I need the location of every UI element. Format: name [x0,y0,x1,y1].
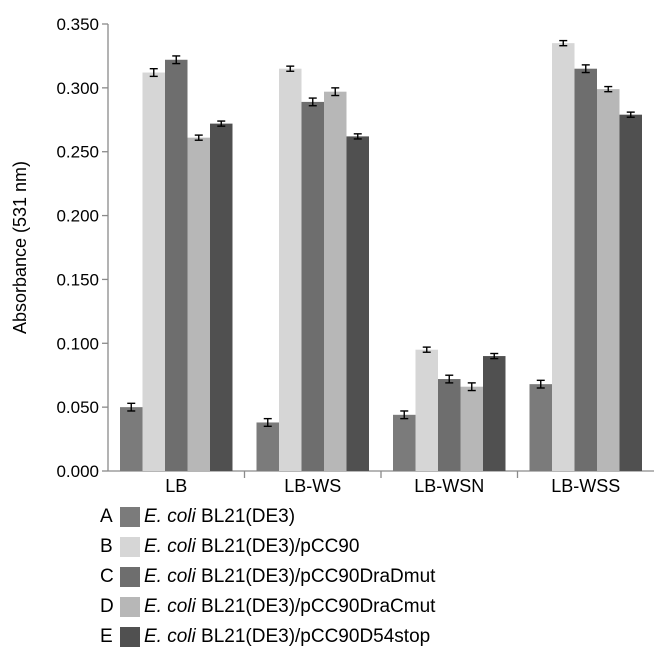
legend-species: E. coli [144,596,196,617]
legend-strain: BL21(DE3)/pCC90D54stop [195,626,431,647]
legend-item: C E. coli BL21(DE3)/pCC90DraDmut [100,562,435,592]
bar [460,386,483,471]
bar [165,59,188,471]
bar [120,407,143,471]
bar [210,123,233,472]
bar [279,68,302,471]
legend-label: E. coli BL21(DE3)/pCC90DraDmut [144,566,435,588]
y-tick-label: 0.250 [56,143,99,162]
legend-strain: BL21(DE3)/pCC90 [195,536,360,557]
legend-label: E. coli BL21(DE3)/pCC90 [144,536,359,558]
y-axis-title: Absorbance (531 nm) [10,161,30,334]
legend-label: E. coli BL21(DE3)/pCC90D54stop [144,626,430,648]
bar [597,89,620,472]
bar-chart: 0.000 0.050 0.100 0.150 0.200 0.250 0.300 0.350… [10,15,654,496]
bar [346,136,369,472]
bar [552,43,575,472]
bar [256,422,279,471]
x-category-label: LB-WSS [551,476,620,496]
legend-item: E E. coli BL21(DE3)/pCC90D54stop [100,622,435,652]
legend-item: D E. coli BL21(DE3)/pCC90DraCmut [100,592,435,622]
bar [619,114,642,472]
legend-item: A E. coli BL21(DE3) [100,502,435,532]
bar [187,137,210,471]
legend-species: E. coli [144,536,196,557]
bar [574,68,597,471]
legend-letter: A [100,506,113,527]
legend-strain: BL21(DE3) [195,506,296,527]
legend-swatch [120,567,140,587]
legend-swatch [120,627,140,647]
x-category-label: LB-WSN [414,476,484,496]
y-tick-label: 0.150 [56,270,99,289]
bar [483,356,506,471]
x-category-label: LB-WS [284,476,341,496]
legend-label: E. coli BL21(DE3) [144,506,295,528]
legend-strain: BL21(DE3)/pCC90DraDmut [195,566,436,587]
bar [438,379,461,471]
bar [301,101,324,472]
legend-swatch [120,507,140,527]
legend-letter: E [100,626,113,647]
legend-item: B E. coli BL21(DE3)/pCC90 [100,532,435,562]
bar [529,384,552,471]
y-tick-label: 0.000 [56,462,99,481]
legend-swatch [120,597,140,617]
legend-swatch [120,537,140,557]
legend-letter: C [100,566,114,587]
legend-strain: BL21(DE3)/pCC90DraCmut [195,596,436,617]
legend-species: E. coli [144,566,196,587]
bar [415,349,438,471]
bar [324,91,347,471]
y-tick-label: 0.050 [56,398,99,417]
bar [393,414,416,471]
legend-letter: D [100,596,114,617]
legend-species: E. coli [144,506,196,527]
legend-letter: B [100,536,113,557]
legend-label: E. coli BL21(DE3)/pCC90DraCmut [144,596,435,618]
legend-species: E. coli [144,626,196,647]
x-category-label: LB [165,476,187,496]
y-tick-label: 0.300 [56,79,99,98]
y-tick-label: 0.350 [56,15,99,34]
bar [142,72,165,471]
legend: A E. coli BL21(DE3) B E. coli BL21(DE3)/pCC… [100,502,435,652]
y-tick-label: 0.100 [56,334,99,353]
y-tick-label: 0.200 [56,207,99,226]
